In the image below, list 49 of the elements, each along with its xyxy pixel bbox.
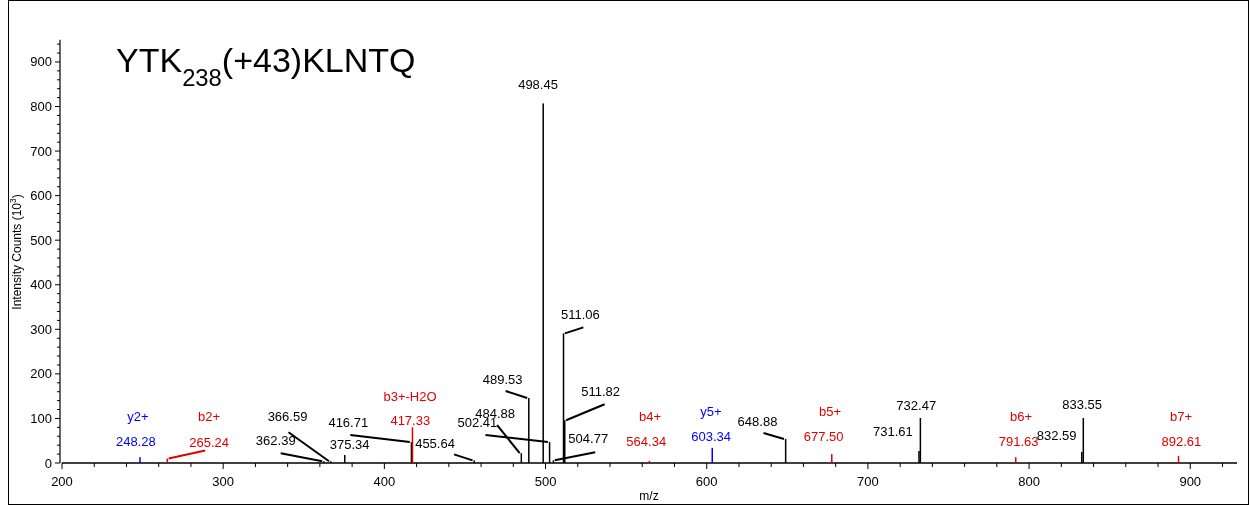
x-axis-title: m/z	[639, 489, 659, 503]
annotation: 511.82	[581, 384, 620, 400]
y-tick-label: 100	[30, 410, 52, 426]
annotation: 498.45	[518, 77, 558, 93]
x-tick-label: 800	[1018, 474, 1040, 489]
y-tick-label: 600	[30, 188, 52, 204]
annotation: b3+-H2O	[383, 389, 437, 404]
annotation: 731.61	[872, 423, 913, 439]
annotation: 489.53	[482, 371, 523, 387]
y-tick-label: 300	[30, 321, 52, 337]
annotation: 455.64	[415, 436, 455, 452]
x-tick-label: 400	[373, 474, 396, 489]
annotation: y2+	[127, 409, 149, 424]
annotation: b6+	[1009, 409, 1033, 424]
annotation: 732.47	[896, 397, 937, 413]
x-tick-label: 700	[857, 474, 879, 489]
annotation: 362.39	[255, 433, 296, 449]
annotation: b4+	[638, 409, 662, 424]
annotation: 248.28	[115, 434, 156, 450]
y-tick-label: 800	[30, 99, 52, 115]
annotation: 833.55	[1062, 396, 1103, 412]
annotation: 677.50	[803, 429, 844, 445]
annotation: 417.33	[390, 413, 431, 429]
x-tick-label: 200	[51, 474, 73, 489]
x-tick-label: 500	[534, 474, 557, 489]
annotation: b7+	[1169, 409, 1193, 424]
annotation: 511.06	[560, 307, 600, 323]
annotation: b2+	[197, 409, 221, 424]
annotation: 648.88	[737, 413, 778, 429]
y-tick-label: 700	[30, 143, 52, 159]
x-tick-label: 900	[1179, 474, 1202, 489]
annotation: 564.34	[626, 433, 667, 449]
y-tick-label: 900	[30, 54, 52, 70]
x-tick-label: 600	[695, 474, 718, 489]
y-tick-label: 200	[30, 366, 52, 382]
annotation: b5+	[818, 404, 842, 419]
annotation: y5+	[700, 404, 722, 419]
annotation: 265.24	[189, 434, 230, 450]
annotation: 375.34	[329, 436, 370, 452]
y-tick-label: 500	[30, 232, 52, 248]
annotation: 504.77	[568, 431, 609, 447]
annotation: 892.61	[1161, 433, 1202, 449]
annotation: 366.59	[267, 409, 308, 425]
annotation: 416.71	[328, 415, 369, 431]
chart-title: YTK$_{238}$(+43)KLNTQ	[116, 41, 416, 91]
y-tick-label: 400	[30, 277, 52, 293]
annotation: 603.34	[691, 428, 731, 444]
y-tick-label: 0	[44, 455, 52, 471]
x-tick-label: 300	[212, 474, 235, 489]
